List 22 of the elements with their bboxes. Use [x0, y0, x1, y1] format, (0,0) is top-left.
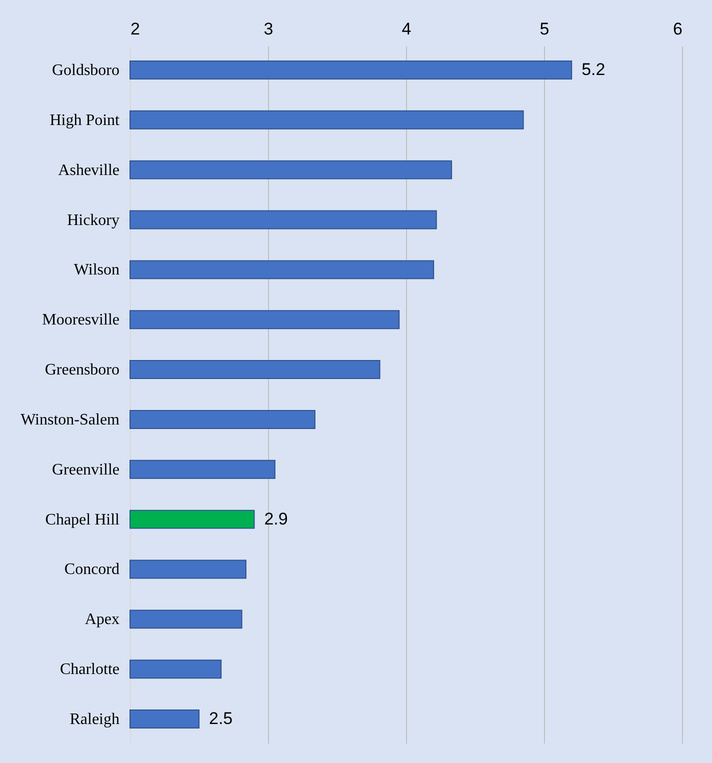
- x-tick-label: 2: [130, 20, 140, 38]
- data-label: 2.5: [209, 709, 233, 728]
- y-tick-label: Concord: [64, 561, 120, 578]
- y-tick-label: Greenville: [52, 461, 120, 478]
- y-tick-label: Charlotte: [60, 661, 120, 678]
- y-tick-label: Hickory: [67, 212, 120, 229]
- x-tick-label: 3: [264, 20, 274, 38]
- y-tick-label: Apex: [84, 611, 120, 628]
- x-tick-label: 6: [673, 20, 682, 38]
- data-label: 2.9: [264, 509, 288, 528]
- y-tick-label: Greensboro: [44, 362, 120, 379]
- data-label: 5.2: [582, 60, 606, 79]
- y-tick-label: Mooresville: [42, 312, 120, 329]
- y-tick-label: Raleigh: [70, 711, 120, 728]
- y-tick-label: Wilson: [74, 262, 120, 279]
- y-tick-label: Chapel Hill: [45, 511, 120, 528]
- y-tick-label: High Point: [50, 112, 120, 129]
- x-tick-label: 5: [540, 20, 550, 38]
- x-tick-label: 4: [402, 20, 412, 38]
- y-tick-label: Winston-Salem: [20, 411, 120, 428]
- y-tick-label: Asheville: [58, 162, 120, 179]
- y-tick-label: Goldsboro: [52, 62, 120, 79]
